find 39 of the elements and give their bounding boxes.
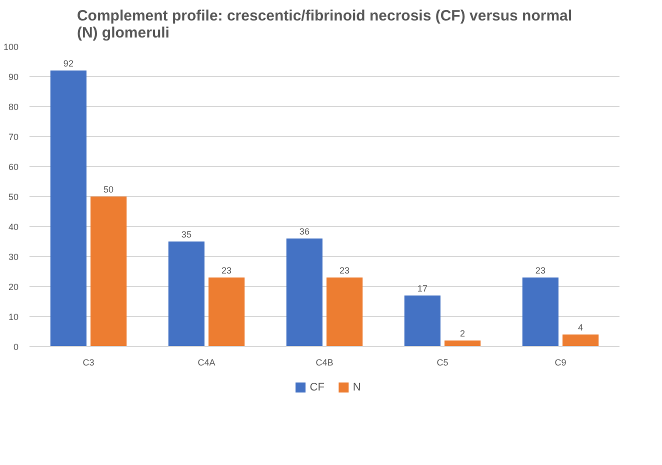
y-tick-label: 30	[8, 252, 19, 262]
data-label: 35	[181, 230, 192, 240]
bar	[90, 196, 127, 346]
legend-label: CF	[310, 382, 325, 394]
y-tick-label: 10	[8, 312, 19, 322]
y-tick-label: 50	[8, 192, 19, 202]
bar	[326, 278, 363, 346]
bar	[168, 242, 204, 346]
x-tick-label: C4B	[316, 358, 334, 368]
bar	[562, 334, 599, 346]
x-tick-label: C5	[436, 358, 448, 368]
y-tick-label: 100	[3, 42, 19, 52]
data-label: 92	[63, 58, 74, 68]
y-tick-label: 70	[8, 132, 19, 142]
x-tick-label: C4A	[198, 358, 216, 368]
bar	[444, 340, 481, 346]
bar	[208, 278, 245, 346]
y-tick-label: 60	[8, 162, 19, 172]
y-tick-label: 0	[13, 342, 19, 352]
data-label: 23	[222, 266, 232, 276]
bar	[522, 278, 558, 346]
y-tick-label: 40	[8, 222, 19, 232]
bar	[50, 70, 86, 346]
data-label: 50	[104, 184, 114, 194]
y-tick-label: 90	[8, 72, 19, 82]
data-label: 2	[460, 328, 466, 338]
chart-title: Complement profile: crescentic/fibrinoid necrosis (CF) versus normal (N) glomeruli	[76, 8, 572, 42]
legend-label: N	[352, 382, 361, 394]
x-tick-label: C9	[554, 358, 566, 368]
data-label: 23	[340, 266, 350, 276]
data-label: 17	[417, 284, 428, 294]
data-label: 23	[535, 266, 546, 276]
y-tick-label: 80	[8, 102, 19, 112]
x-tick-label: C3	[82, 358, 94, 368]
bar	[286, 238, 322, 346]
y-tick-label: 20	[8, 282, 19, 292]
data-label: 36	[299, 226, 310, 236]
data-label: 4	[578, 322, 584, 332]
bar	[404, 296, 440, 346]
